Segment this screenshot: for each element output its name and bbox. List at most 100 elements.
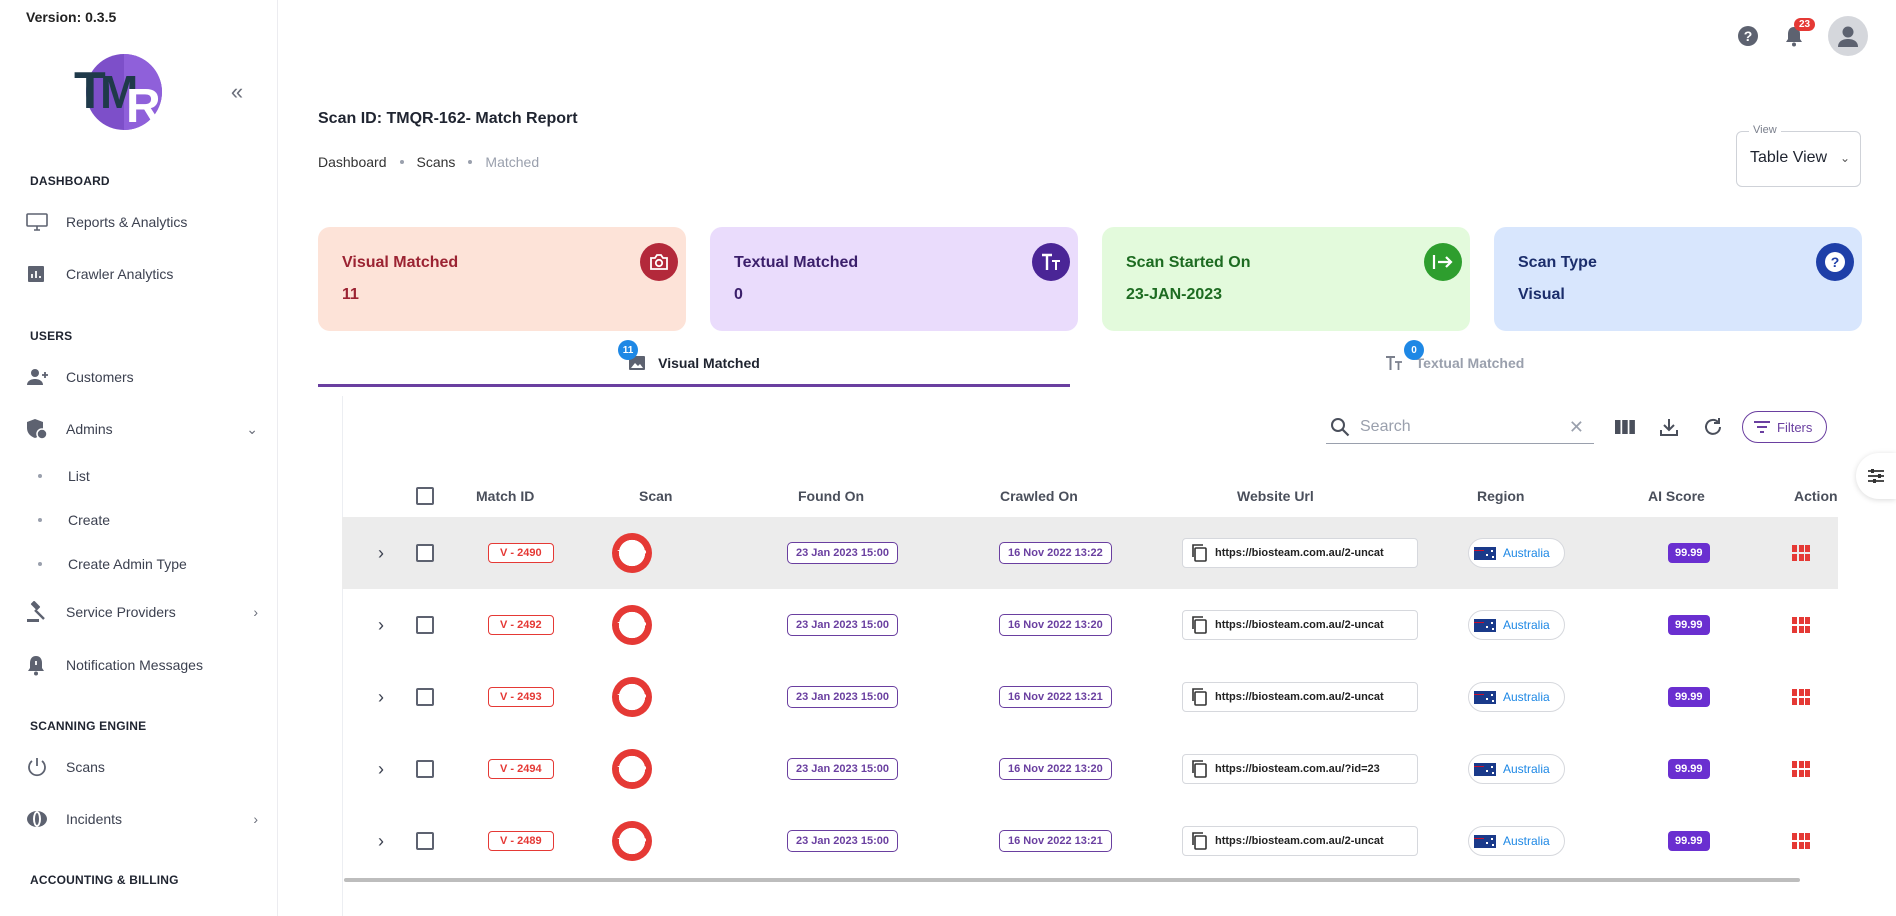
match-id-cell: V - 2489 xyxy=(488,805,554,877)
svg-text:R: R xyxy=(126,80,161,133)
columns-icon[interactable] xyxy=(1612,414,1638,440)
scan-logo-image[interactable]: TIPTOP xyxy=(612,605,652,645)
row-expand-button[interactable]: › xyxy=(378,661,384,733)
filters-button[interactable]: Filters xyxy=(1742,411,1828,443)
copy-icon[interactable] xyxy=(1183,831,1215,851)
row-expand-button[interactable]: › xyxy=(378,805,384,877)
column-header-crawled-on[interactable]: Crawled On xyxy=(1000,488,1078,504)
help-icon[interactable]: ? xyxy=(1736,24,1760,48)
australia-flag-icon xyxy=(1474,618,1496,632)
column-header-found-on[interactable]: Found On xyxy=(798,488,865,504)
ai-score-badge: 99.99 xyxy=(1668,615,1710,635)
view-select[interactable]: View Table View ⌄ xyxy=(1736,124,1861,187)
region-chip[interactable]: Australia xyxy=(1468,610,1565,640)
grid-menu-icon[interactable] xyxy=(1792,617,1810,633)
sidebar-item-incidents[interactable]: Incidents › xyxy=(26,802,258,836)
sidebar-subitem-create[interactable]: Create xyxy=(38,508,110,532)
match-id-badge[interactable]: V - 2493 xyxy=(488,687,554,707)
region-chip[interactable]: Australia xyxy=(1468,682,1565,712)
chevron-right-icon: › xyxy=(378,686,384,707)
copy-icon[interactable] xyxy=(1183,759,1215,779)
sidebar-item-crawler[interactable]: Crawler Analytics xyxy=(26,257,258,291)
column-header-ai-score[interactable]: AI Score xyxy=(1648,488,1705,504)
tab-visual-matched[interactable]: 11 Visual Matched xyxy=(318,340,1070,386)
action-cell xyxy=(1792,805,1810,877)
row-expand-button[interactable]: › xyxy=(378,733,384,805)
website-url-link[interactable]: https://biosteam.com.au/2-uncat xyxy=(1215,835,1384,847)
chevron-down-icon: ⌄ xyxy=(246,420,258,437)
row-expand-button[interactable]: › xyxy=(378,589,384,661)
tmr-logo[interactable]: T M R xyxy=(74,50,164,134)
clear-search-icon[interactable]: ✕ xyxy=(1568,417,1584,437)
breadcrumb-scans[interactable]: Scans xyxy=(416,154,456,170)
row-checkbox[interactable] xyxy=(416,832,434,850)
match-id-badge[interactable]: V - 2494 xyxy=(488,759,554,779)
region-chip[interactable]: Australia xyxy=(1468,826,1565,856)
tab-label: Textual Matched xyxy=(1415,355,1525,371)
table-row[interactable]: › V - 2494 TIPTOP 23 Jan 2023 15:00 16 N… xyxy=(342,733,1838,805)
tab-textual-matched[interactable]: 0 Textual Matched xyxy=(1070,340,1838,386)
match-id-badge[interactable]: V - 2489 xyxy=(488,831,554,851)
website-url-box: https://biosteam.com.au/2-uncat xyxy=(1182,610,1418,640)
text-size-icon xyxy=(1385,356,1402,370)
column-header-region[interactable]: Region xyxy=(1477,488,1525,504)
refresh-icon[interactable] xyxy=(1700,414,1726,440)
svg-text:T: T xyxy=(74,62,106,120)
search-input[interactable]: Search xyxy=(1360,417,1411,435)
found-on-date: 23 Jan 2023 15:00 xyxy=(787,758,898,780)
horizontal-scrollbar[interactable] xyxy=(344,878,1800,882)
view-select-label: View xyxy=(1749,124,1781,136)
sidebar-item-reports[interactable]: Reports & Analytics xyxy=(26,205,258,239)
website-url-link[interactable]: https://biosteam.com.au/2-uncat xyxy=(1215,619,1384,631)
user-avatar[interactable] xyxy=(1828,16,1868,56)
column-header-scan[interactable]: Scan xyxy=(639,488,673,504)
stat-card-title: Textual Matched xyxy=(734,254,859,271)
row-expand-button[interactable]: › xyxy=(378,517,384,589)
scan-logo-image[interactable]: TIPTOP xyxy=(612,677,652,717)
sidebar-item-service-providers[interactable]: Service Providers › xyxy=(26,595,258,629)
sidebar-item-scans[interactable]: Scans xyxy=(26,750,258,784)
grid-menu-icon[interactable] xyxy=(1792,761,1810,777)
table-row[interactable]: › V - 2493 TIPTOP 23 Jan 2023 15:00 16 N… xyxy=(342,661,1838,733)
region-chip[interactable]: Australia xyxy=(1468,754,1565,784)
column-header-website-url[interactable]: Website Url xyxy=(1237,488,1314,504)
copy-icon[interactable] xyxy=(1183,615,1215,635)
sidebar-subitem-list[interactable]: List xyxy=(38,464,90,488)
website-url-link[interactable]: https://biosteam.com.au/?id=23 xyxy=(1215,763,1380,775)
sidebar-item-customers[interactable]: Customers xyxy=(26,360,258,394)
table-settings-button[interactable] xyxy=(1856,453,1896,499)
breadcrumb-dashboard[interactable]: Dashboard xyxy=(318,154,387,170)
match-id-badge[interactable]: V - 2490 xyxy=(488,543,554,563)
grid-menu-icon[interactable] xyxy=(1792,545,1810,561)
collapse-sidebar-button[interactable]: « xyxy=(230,79,244,104)
copy-icon[interactable] xyxy=(1183,687,1215,707)
table-row[interactable]: › V - 2492 TIPTOP 23 Jan 2023 15:00 16 N… xyxy=(342,589,1838,661)
search-box[interactable]: Search ✕ xyxy=(1326,410,1594,444)
select-all-checkbox[interactable] xyxy=(416,487,434,505)
scan-logo-image[interactable]: TIPTOP xyxy=(612,533,652,573)
grid-menu-icon[interactable] xyxy=(1792,833,1810,849)
website-url-link[interactable]: https://biosteam.com.au/2-uncat xyxy=(1215,547,1384,559)
sidebar-item-admins[interactable]: Admins ⌄ xyxy=(26,412,258,446)
row-checkbox[interactable] xyxy=(416,688,434,706)
copy-icon[interactable] xyxy=(1183,543,1215,563)
grid-menu-icon[interactable] xyxy=(1792,689,1810,705)
scan-logo-image[interactable]: TIPTOP xyxy=(612,749,652,789)
region-cell: Australia xyxy=(1468,661,1565,733)
column-header-match-id[interactable]: Match ID xyxy=(476,488,535,504)
breadcrumb-separator xyxy=(468,160,473,164)
website-url-link[interactable]: https://biosteam.com.au/2-uncat xyxy=(1215,691,1384,703)
table-row[interactable]: › V - 2489 TIPTOP 23 Jan 2023 15:00 16 N… xyxy=(342,805,1838,877)
row-checkbox[interactable] xyxy=(416,616,434,634)
sidebar-item-notification-messages[interactable]: Notification Messages xyxy=(26,648,258,682)
table-row[interactable]: › V - 2490 TIPTOP 23 Jan 2023 15:00 16 N… xyxy=(342,517,1838,589)
sidebar-subitem-create-admin-type[interactable]: Create Admin Type xyxy=(38,552,187,576)
found-on-cell: 23 Jan 2023 15:00 xyxy=(787,589,898,661)
region-chip[interactable]: Australia xyxy=(1468,538,1565,568)
download-icon[interactable] xyxy=(1656,414,1682,440)
match-id-badge[interactable]: V - 2492 xyxy=(488,615,554,635)
row-checkbox[interactable] xyxy=(416,544,434,562)
scan-logo-image[interactable]: TIPTOP xyxy=(612,821,652,861)
notifications-button[interactable]: 23 xyxy=(1782,18,1816,48)
row-checkbox[interactable] xyxy=(416,760,434,778)
